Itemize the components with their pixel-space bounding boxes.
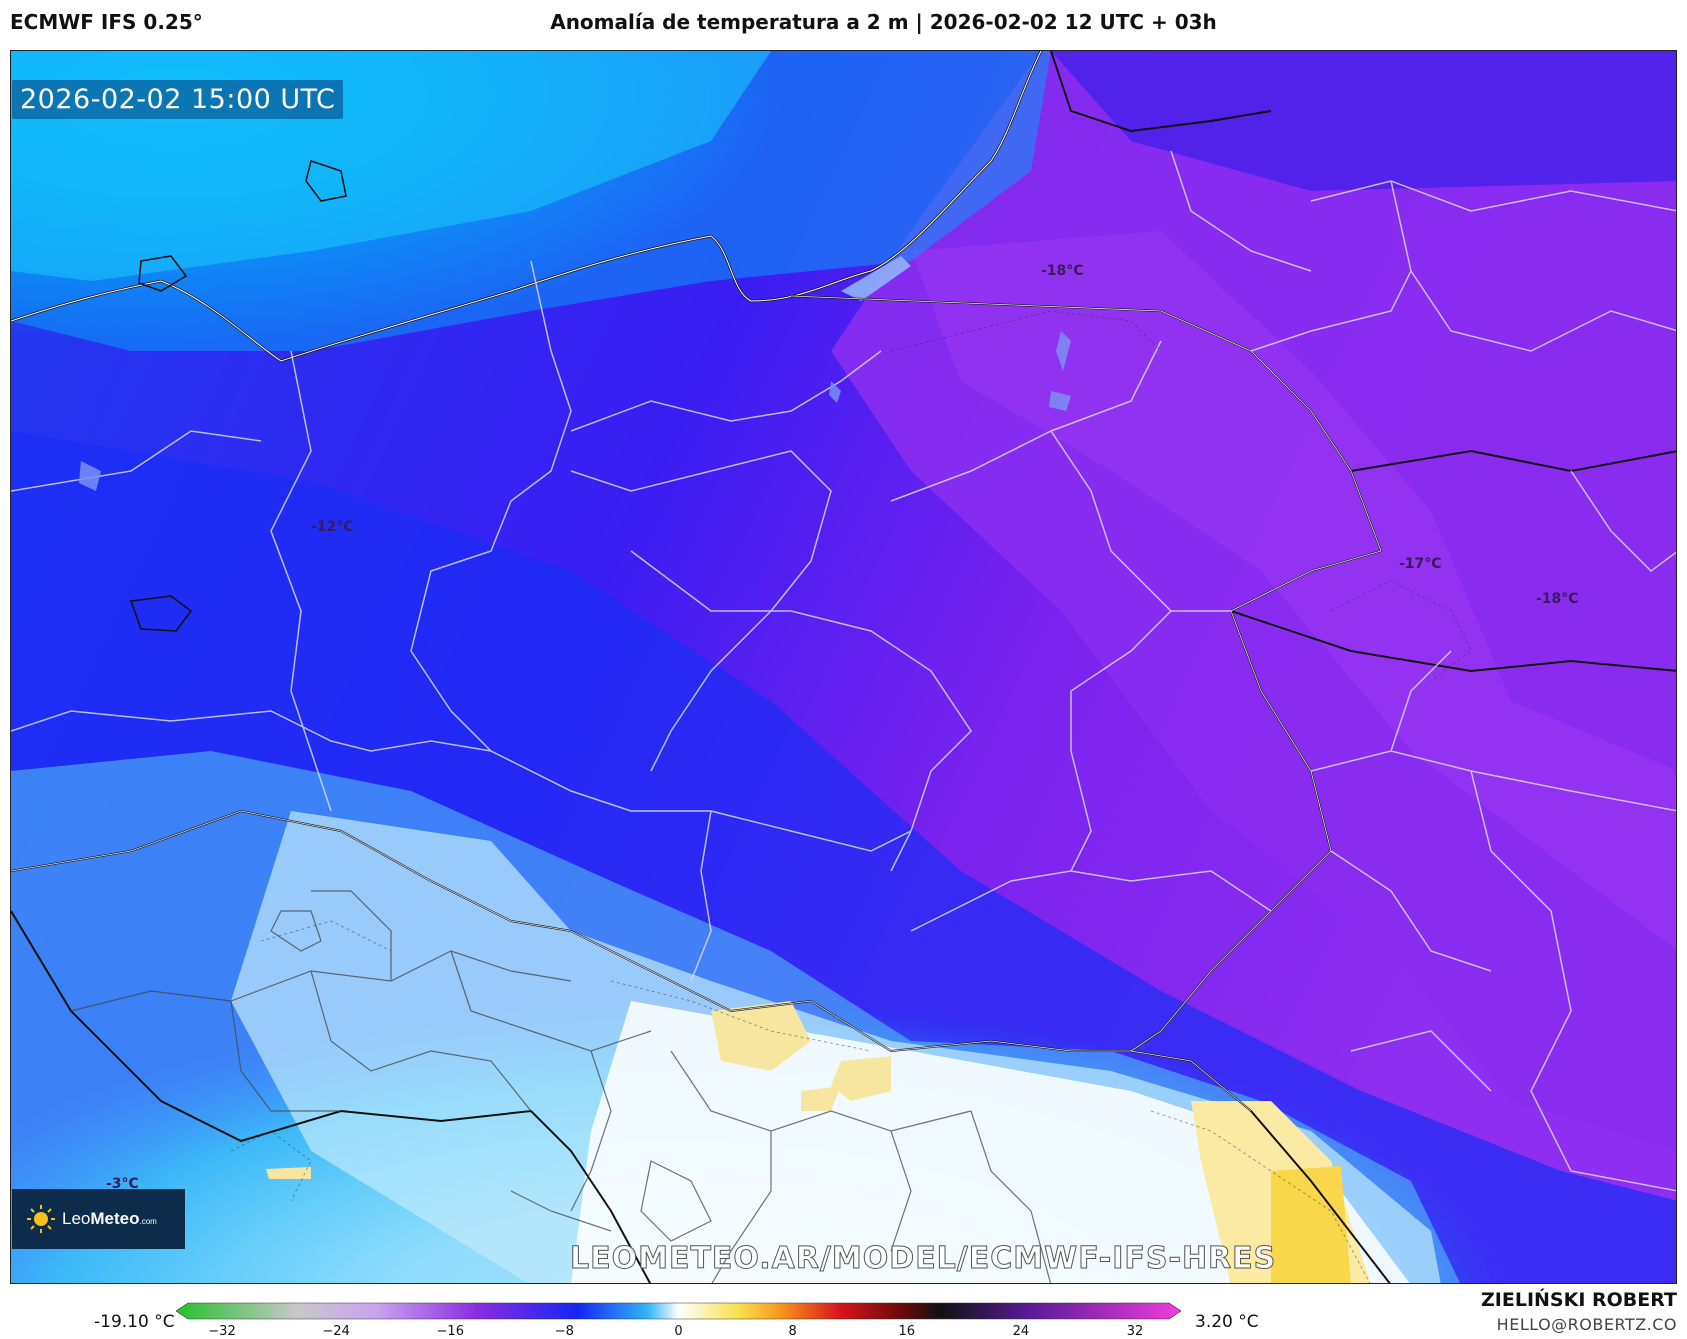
- colorbar-tick-label: −16: [436, 1324, 464, 1339]
- source-watermark: LEOMETEO.AR/MODEL/ECMWF-IFS-HRES: [569, 1241, 1277, 1277]
- colorbar: [176, 1302, 1181, 1320]
- leometeo-logo[interactable]: LeoMeteo.com: [12, 1189, 185, 1249]
- colorbar-tick-label: 16: [898, 1324, 916, 1339]
- legend-min-value: -19.10 °C: [94, 1312, 175, 1332]
- temperature-label: -12°C: [311, 519, 354, 535]
- legend-max-value: 3.20 °C: [1195, 1312, 1259, 1332]
- valid-time-badge: 2026-02-02 15:00 UTC: [12, 80, 344, 119]
- brand-name: LeoMeteo.com: [62, 1209, 157, 1228]
- model-name: ECMWF IFS 0.25°: [10, 10, 203, 34]
- colorbar-tick-label: 8: [788, 1324, 797, 1339]
- temperature-label: -17°C: [1399, 556, 1442, 572]
- colorbar-tick-label: 24: [1012, 1324, 1030, 1339]
- temperature-label: -18°C: [1041, 263, 1084, 279]
- author-email[interactable]: HELLO@ROBERTZ.CO: [1496, 1315, 1677, 1334]
- colorbar-tick-label: −32: [208, 1324, 236, 1339]
- author-name: ZIELIŃSKI ROBERT: [1481, 1289, 1677, 1311]
- colorbar-tick-label: −8: [554, 1324, 574, 1339]
- colorbar-tick-label: −24: [322, 1324, 350, 1339]
- temperature-anomaly-map[interactable]: -18°C -12°C -17°C -18°C -3°C: [10, 50, 1677, 1284]
- colorbar-tick-label: 0: [674, 1324, 683, 1339]
- map-title: Anomalía de temperatura a 2 m | 2026-02-…: [550, 10, 1217, 34]
- map-canvas: [11, 51, 1676, 1283]
- colorbar-tick-label: 32: [1126, 1324, 1144, 1339]
- temperature-label: -3°C: [106, 1176, 139, 1192]
- temperature-label: -18°C: [1536, 591, 1579, 607]
- sun-icon: [27, 1205, 55, 1233]
